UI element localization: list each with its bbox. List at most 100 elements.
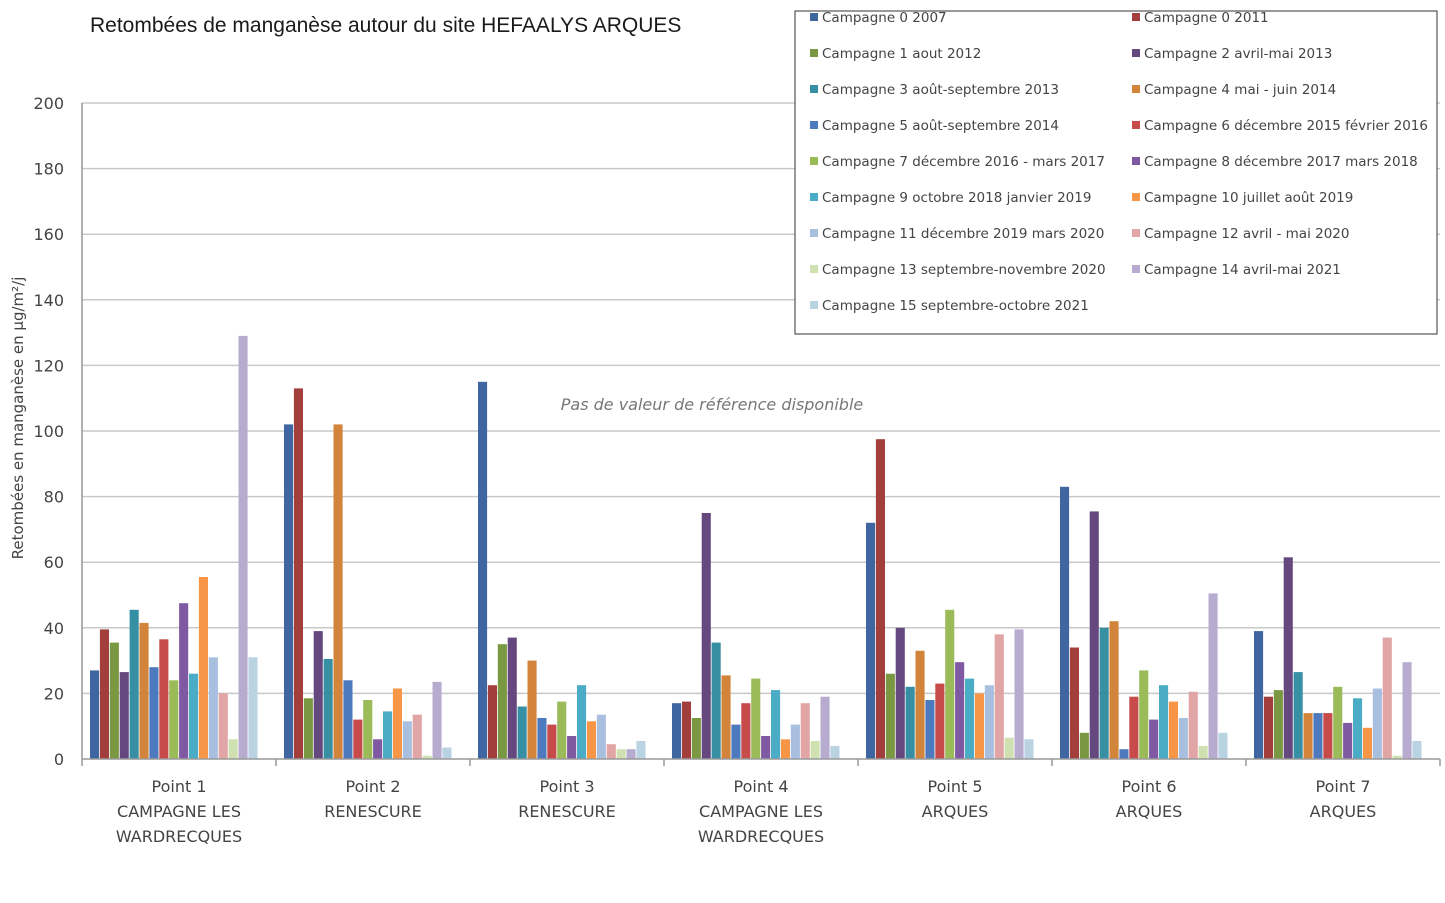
- x-category-label: WARDRECQUES: [116, 827, 242, 846]
- bar: [1188, 691, 1198, 759]
- y-tick-label: 100: [33, 422, 64, 441]
- x-category-label: RENESCURE: [324, 802, 422, 821]
- bar: [1024, 739, 1034, 759]
- bar: [820, 696, 830, 759]
- legend-swatch: [810, 85, 818, 93]
- bar: [1109, 621, 1119, 759]
- axes: [81, 103, 1441, 766]
- bar: [284, 424, 294, 759]
- bar: [895, 627, 905, 759]
- bar: [1178, 718, 1188, 759]
- bar: [955, 662, 965, 759]
- legend-swatch: [1132, 265, 1140, 273]
- bar: [442, 747, 452, 759]
- legend-entry: Campagne 13 septembre-novembre 2020: [822, 262, 1106, 278]
- bar: [800, 703, 810, 759]
- bar: [1343, 722, 1353, 759]
- bar: [412, 714, 422, 759]
- bar: [119, 672, 129, 759]
- bar: [1392, 755, 1402, 759]
- y-tick-label: 0: [54, 750, 64, 769]
- legend-swatch: [1132, 229, 1140, 237]
- legend-swatch: [810, 265, 818, 273]
- bar: [780, 739, 790, 759]
- bar: [577, 685, 587, 759]
- y-tick-label: 60: [44, 553, 64, 572]
- y-axis-ticks: 0 20 40 60 80 100 120 140 160 180 200: [33, 94, 64, 769]
- legend-entry: Campagne 2 avril-mai 2013: [1144, 46, 1332, 62]
- legend-entry: Campagne 5 août-septembre 2014: [822, 118, 1059, 134]
- bar: [771, 690, 781, 759]
- bar: [1412, 741, 1422, 759]
- legend-swatch: [1132, 49, 1140, 57]
- x-category-label: WARDRECQUES: [698, 827, 824, 846]
- bar: [731, 724, 741, 759]
- bar: [1069, 647, 1079, 759]
- bar: [905, 686, 915, 759]
- legend-swatch: [810, 49, 818, 57]
- y-tick-label: 180: [33, 160, 64, 179]
- bar: [517, 706, 527, 759]
- y-tick-label: 20: [44, 684, 64, 703]
- bar: [99, 629, 109, 759]
- legend-entry: Campagne 7 décembre 2016 - mars 2017: [822, 154, 1105, 170]
- bars: [90, 335, 1422, 759]
- bar: [313, 631, 323, 759]
- bar: [179, 603, 189, 759]
- legend-entry: Campagne 6 décembre 2015 février 2016: [1144, 118, 1428, 134]
- bar: [1254, 631, 1264, 759]
- bar: [507, 637, 517, 759]
- legend-swatch: [810, 301, 818, 309]
- bar: [303, 698, 313, 759]
- y-tick-label: 140: [33, 291, 64, 310]
- bar: [1283, 557, 1293, 759]
- x-category-label: Point 7: [1316, 777, 1371, 796]
- bar: [208, 657, 218, 759]
- legend-entry: Campagne 8 décembre 2017 mars 2018: [1144, 154, 1418, 170]
- legend-swatch: [810, 193, 818, 201]
- bar: [383, 711, 393, 759]
- reference-annotation: Pas de valeur de référence disponible: [561, 395, 864, 414]
- bar: [1372, 688, 1382, 759]
- bar: [1353, 698, 1363, 759]
- bar: [1263, 696, 1273, 759]
- bar: [672, 703, 682, 759]
- bar: [925, 700, 935, 759]
- bar: [1198, 745, 1208, 759]
- bar: [945, 609, 955, 759]
- bar: [984, 685, 994, 759]
- x-axis-categories: Point 1 CAMPAGNE LES WARDRECQUES Point 2 REN…: [116, 777, 1376, 846]
- legend-swatch: [810, 229, 818, 237]
- bar: [333, 424, 343, 759]
- bar: [741, 703, 751, 759]
- legend-entry: Campagne 15 septembre-octobre 2021: [822, 298, 1089, 314]
- bar: [965, 678, 975, 759]
- legend-entry: Campagne 9 octobre 2018 janvier 2019: [822, 190, 1091, 206]
- x-category-label: Point 4: [734, 777, 789, 796]
- legend-swatch: [1132, 157, 1140, 165]
- legend-swatch: [1132, 193, 1140, 201]
- bar: [1060, 486, 1070, 759]
- bar: [392, 688, 402, 759]
- bar: [373, 739, 383, 759]
- legend-swatch: [810, 121, 818, 129]
- x-category-label: Point 5: [928, 777, 983, 796]
- bar: [109, 642, 119, 759]
- bar: [681, 701, 691, 759]
- bar: [139, 622, 149, 759]
- bar: [90, 670, 100, 759]
- x-category-label: ARQUES: [1116, 802, 1183, 821]
- bar: [721, 675, 731, 759]
- bar: [1119, 749, 1129, 759]
- bar: [606, 744, 616, 759]
- bar: [810, 741, 820, 759]
- bar: [875, 439, 885, 759]
- bar: [198, 577, 208, 759]
- bar: [169, 680, 179, 759]
- legend-entry: Campagne 14 avril-mai 2021: [1144, 262, 1341, 278]
- bar: [248, 657, 258, 759]
- y-tick-label: 200: [33, 94, 64, 113]
- legend-entry: Campagne 3 août-septembre 2013: [822, 82, 1059, 98]
- bar: [830, 745, 840, 759]
- bar: [478, 381, 488, 759]
